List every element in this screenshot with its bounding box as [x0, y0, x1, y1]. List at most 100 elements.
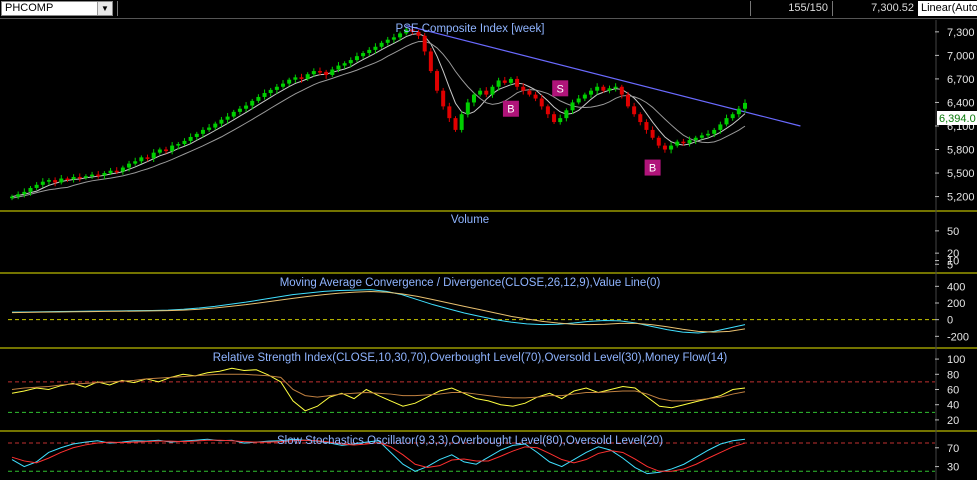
candle-body — [200, 129, 205, 134]
candle-body — [194, 133, 199, 137]
candle-body — [170, 145, 175, 152]
candle-body — [274, 86, 279, 90]
scale-mode-selector[interactable]: Linear(Auto — [918, 1, 977, 16]
signal-marker — [502, 100, 519, 117]
candle-body — [139, 157, 144, 162]
candle-body — [730, 114, 735, 119]
candle-body — [656, 137, 661, 146]
candle-body — [10, 196, 14, 199]
candle-body — [743, 102, 747, 109]
candle-body — [441, 90, 446, 107]
candle-body — [157, 149, 162, 153]
candle-body — [120, 167, 125, 172]
macd-panel: 400 200 0 -200 — [8, 281, 969, 343]
last-value: 7,300.52 — [832, 1, 918, 16]
candle-body — [83, 176, 88, 178]
candle-body — [96, 174, 101, 177]
signal-label: B — [649, 163, 656, 175]
candle-body — [330, 69, 335, 75]
candle-body — [40, 181, 45, 185]
candle-body — [268, 89, 273, 94]
candle-body — [644, 122, 649, 130]
candle-body — [582, 94, 587, 99]
y-tick-label: 0 — [947, 315, 953, 327]
candle-body — [114, 170, 119, 173]
toolbar-spacer — [117, 1, 750, 16]
candle-body — [564, 110, 569, 119]
y-tick-label: 5 — [947, 259, 953, 271]
candle-body — [145, 157, 150, 159]
candle-body — [231, 111, 236, 117]
candle-body — [176, 144, 181, 146]
line-primary — [11, 367, 746, 412]
candle-body — [348, 60, 353, 64]
y-tick-label: 80 — [947, 369, 959, 381]
y-tick-label: 20 — [947, 248, 959, 260]
candle-body — [650, 129, 655, 138]
candle-body — [459, 114, 464, 130]
line-secondary — [11, 290, 746, 333]
candle-body — [102, 173, 107, 176]
candle-body — [293, 77, 298, 80]
ma-line-fast — [11, 33, 746, 198]
candle-body — [108, 170, 113, 174]
candle-body — [182, 140, 187, 145]
candle-body — [163, 149, 168, 152]
candle-body — [669, 145, 674, 150]
candle-body — [410, 29, 415, 32]
candle-body — [527, 90, 532, 95]
candle-body — [379, 42, 384, 47]
candle-body — [71, 176, 76, 180]
candle-body — [336, 65, 341, 70]
candle-body — [595, 86, 600, 91]
y-tick-label: 5,200 — [947, 192, 975, 204]
candle-body — [496, 80, 501, 87]
candle-body — [225, 116, 230, 120]
candle-body — [422, 35, 427, 52]
candle-body — [552, 114, 557, 123]
candle-body — [508, 78, 513, 83]
candle-body — [342, 63, 347, 66]
candle-body — [465, 102, 470, 115]
y-tick-label: 30 — [947, 462, 959, 474]
candle-body — [391, 37, 396, 40]
candle-body — [447, 106, 452, 119]
y-tick-label: 20 — [947, 415, 959, 427]
panel-borders — [0, 20, 977, 480]
price-panel-title: PSE Composite Index [week] — [396, 23, 545, 35]
y-tick-label: 6,400 — [947, 97, 975, 109]
stoch-panel: 70 30 — [8, 438, 959, 475]
candle-body — [724, 118, 729, 125]
candle-body — [718, 124, 723, 130]
candle-body — [287, 79, 292, 84]
chevron-down-icon[interactable]: ▼ — [97, 2, 112, 15]
y-tick-label: 100 — [947, 354, 965, 366]
candle-body — [613, 86, 618, 89]
candle-body — [736, 108, 741, 115]
candle-body — [576, 98, 581, 103]
candle-body — [638, 114, 643, 123]
candle-body — [533, 94, 538, 99]
candle-body — [675, 141, 680, 146]
candle-body — [213, 123, 218, 128]
signal-label: S — [557, 83, 564, 95]
current-price-tag: 6,394.0 — [939, 113, 976, 125]
ma-line-slow — [11, 40, 746, 199]
rsi-panel-title: Relative Strength Index(CLOSE,10,30,70),… — [213, 352, 728, 364]
candle-body — [324, 71, 329, 75]
symbol-selector[interactable]: PHCOMP ▼ — [1, 1, 113, 16]
candle-body — [59, 178, 64, 183]
candle-body — [34, 184, 39, 188]
candle-body — [22, 191, 27, 195]
candle-body — [589, 90, 594, 95]
candle-body — [558, 118, 563, 123]
candle-body — [127, 163, 132, 168]
candle-body — [28, 187, 33, 192]
signal-label: B — [507, 104, 514, 116]
candle-body — [416, 31, 421, 36]
candle-body — [16, 194, 21, 197]
stoch-panel-title: Slow Stochastics Oscillator(9,3,3),Overb… — [277, 435, 663, 447]
candle-body — [398, 33, 403, 38]
rsi-panel: 100 80 60 40 20 — [8, 354, 965, 427]
y-tick-label: 7,000 — [947, 50, 975, 62]
